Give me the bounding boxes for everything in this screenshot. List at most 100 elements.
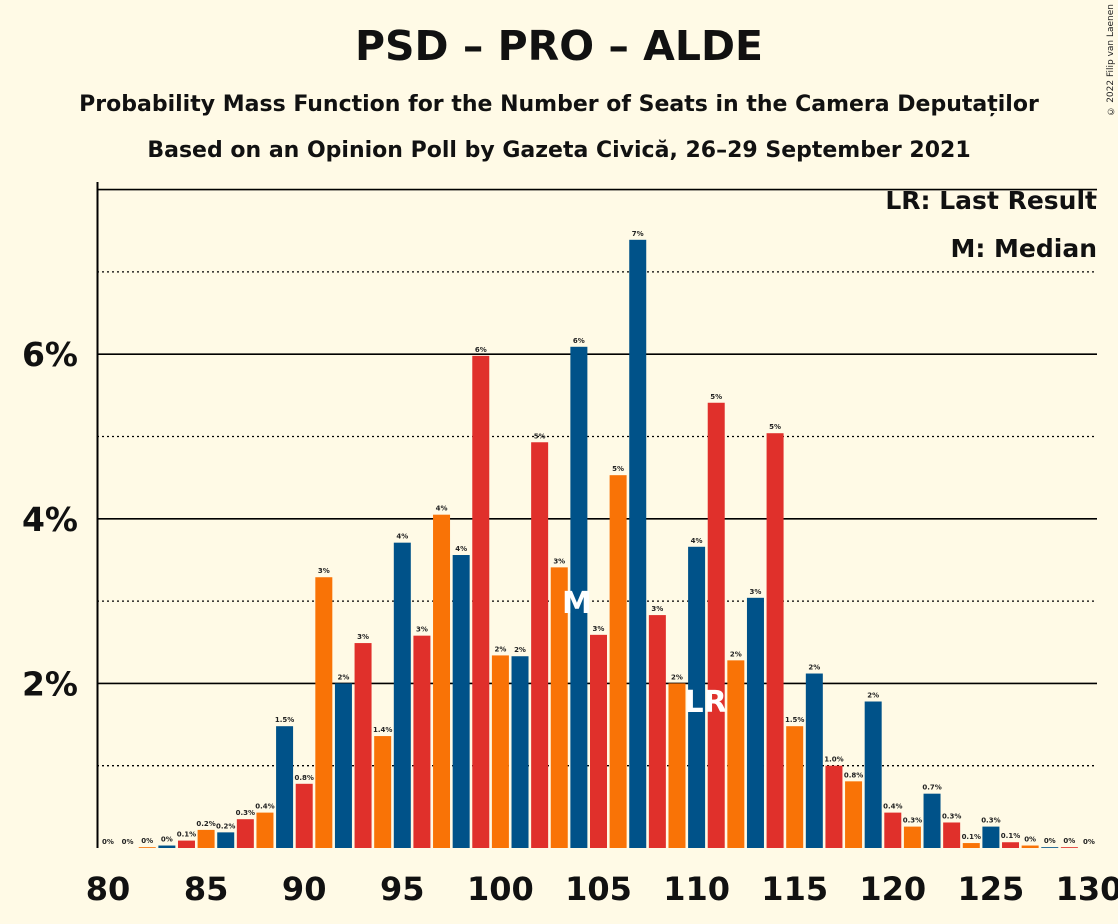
bar-label-seat-127: 0% — [1024, 836, 1036, 844]
y-tick-label: 6% — [22, 335, 78, 374]
bar-label-seat-101: 2% — [514, 646, 526, 654]
bar-label-seat-116: 2% — [808, 664, 820, 672]
bar-seat-123 — [943, 822, 961, 848]
bar-label-seat-123: 0.3% — [942, 812, 961, 820]
bar-label-seat-109: 2% — [671, 673, 683, 681]
bar-seat-101 — [511, 656, 529, 848]
bar-label-seat-102: 5% — [534, 432, 546, 440]
bar-label-seat-125: 0.3% — [981, 817, 1000, 825]
bar-seat-98 — [452, 555, 470, 848]
bar-seat-116 — [805, 673, 823, 848]
bar-label-seat-88: 0.4% — [255, 803, 274, 811]
x-tick-label: 95 — [380, 870, 425, 908]
bar-label-seat-100: 2% — [494, 645, 506, 653]
bar-label-seat-114: 5% — [769, 423, 781, 431]
bar-seat-111 — [707, 402, 725, 848]
bar-seat-113 — [746, 597, 764, 848]
bar-seat-122 — [923, 793, 941, 848]
median-marker: M — [562, 586, 592, 621]
x-tick-label: 115 — [761, 870, 828, 908]
bar-label-seat-118: 0.8% — [844, 771, 863, 779]
bar-seat-117 — [825, 765, 843, 848]
bar-seat-119 — [864, 701, 882, 848]
bar-seat-106 — [609, 475, 627, 848]
bar-label-seat-97: 4% — [436, 505, 448, 513]
bar-label-seat-96: 3% — [416, 626, 428, 634]
bar-seat-120 — [884, 812, 902, 848]
bar-label-seat-84: 0.1% — [177, 831, 196, 839]
x-tick-label: 90 — [282, 870, 327, 908]
bar-label-seat-85: 0.2% — [196, 820, 215, 828]
bar-label-seat-121: 0.3% — [903, 817, 922, 825]
bar-label-seat-104: 6% — [573, 337, 585, 345]
bar-seat-85 — [197, 829, 215, 848]
bar-seat-108 — [648, 615, 666, 848]
legend-last-result: LR: Last Result — [885, 186, 1097, 215]
bar-label-seat-128: 0% — [1044, 837, 1056, 845]
x-tick-label: 130 — [1056, 870, 1118, 908]
bar-seat-112 — [727, 660, 745, 848]
bar-label-seat-126: 0.1% — [1001, 832, 1020, 840]
bar-seat-99 — [472, 355, 490, 848]
bar-seat-121 — [903, 826, 921, 848]
bar-seat-124 — [962, 843, 980, 848]
bar-label-seat-124: 0.1% — [962, 833, 981, 841]
bar-label-seat-82: 0% — [141, 837, 153, 845]
bar-seat-87 — [236, 819, 254, 848]
bar-seat-92 — [334, 683, 352, 848]
bar-seat-88 — [256, 812, 274, 848]
bar-label-seat-99: 6% — [475, 346, 487, 354]
legend-median: M: Median — [950, 234, 1097, 263]
bar-label-seat-80: 0% — [102, 838, 114, 846]
bar-seat-109 — [668, 683, 686, 848]
bar-seat-115 — [786, 726, 804, 848]
bar-seat-110 — [688, 546, 706, 848]
bar-label-seat-83: 0% — [161, 836, 173, 844]
bar-seat-91 — [315, 577, 333, 848]
bar-seat-84 — [177, 840, 195, 848]
bar-seat-104 — [570, 346, 588, 848]
bar-label-seat-117: 1.0% — [824, 756, 843, 764]
bar-seat-102 — [531, 442, 549, 848]
bar-label-seat-130: 0% — [1083, 838, 1095, 846]
chart-subtitle-poll: Based on an Opinion Poll by Gazeta Civic… — [147, 138, 971, 163]
bar-label-seat-119: 2% — [867, 692, 879, 700]
bar-seat-90 — [295, 783, 313, 848]
bar-label-seat-122: 0.7% — [922, 784, 941, 792]
bar-label-seat-95: 4% — [396, 533, 408, 541]
y-tick-label: 4% — [22, 500, 78, 539]
bar-label-seat-86: 0.2% — [216, 822, 235, 830]
markers: M LR — [562, 586, 727, 720]
bar-seat-83 — [158, 845, 176, 848]
bar-label-seat-111: 5% — [710, 393, 722, 401]
chart-title: PSD – PRO – ALDE — [354, 22, 764, 70]
bar-label-seat-115: 1.5% — [785, 716, 804, 724]
bar-label-seat-113: 3% — [750, 588, 762, 596]
bar-seat-125 — [982, 826, 1000, 848]
bar-label-seat-81: 0% — [122, 838, 134, 846]
bar-seat-93 — [354, 643, 372, 848]
bar-seat-107 — [629, 239, 647, 849]
x-tick-label: 125 — [958, 870, 1025, 908]
bar-seat-97 — [433, 514, 451, 848]
x-tick-label: 85 — [184, 870, 229, 908]
x-tick-label: 110 — [663, 870, 730, 908]
bar-seat-100 — [491, 655, 509, 848]
bar-seat-114 — [766, 433, 784, 848]
bar-label-seat-110: 4% — [691, 537, 703, 545]
bar-seat-96 — [413, 635, 431, 848]
bar-label-seat-92: 2% — [337, 673, 349, 681]
y-tick-labels: 2% 4% 6% — [22, 335, 78, 703]
bar-label-seat-108: 3% — [651, 605, 663, 613]
bar-label-seat-105: 3% — [593, 625, 605, 633]
bar-label-seat-89: 1.5% — [275, 716, 294, 724]
bar-label-seat-112: 2% — [730, 650, 742, 658]
x-tick-labels: 80 85 90 95 100 105 110 115 120 125 130 — [86, 870, 1118, 908]
bar-labels: 0% 0% 0% 0%0.1%0.2% 0.2%0.3%0.4%1.5%0.8%3%2%… — [102, 230, 1095, 846]
bar-label-seat-93: 3% — [357, 633, 369, 641]
bar-seat-82 — [138, 847, 156, 848]
bar-seat-103 — [550, 567, 568, 848]
bar-label-seat-120: 0.4% — [883, 803, 902, 811]
last-result-marker: LR — [684, 685, 726, 720]
